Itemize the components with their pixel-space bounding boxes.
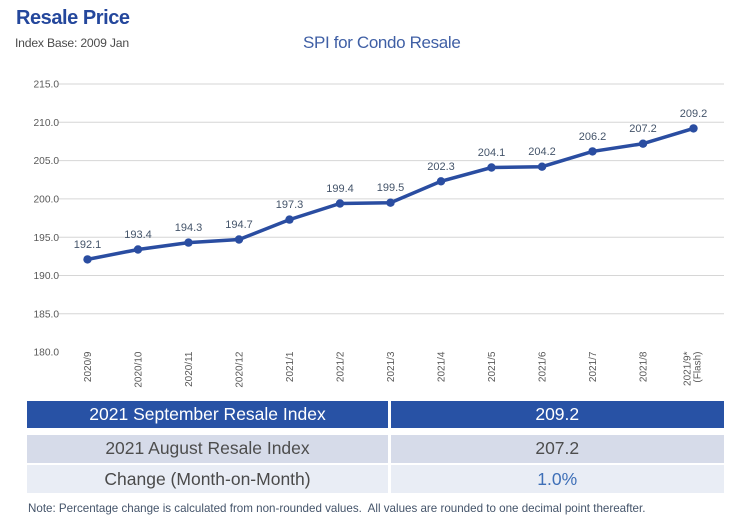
svg-text:206.2: 206.2: [579, 131, 607, 143]
svg-text:205.0: 205.0: [34, 156, 60, 167]
svg-text:2021/4: 2021/4: [437, 351, 448, 382]
svg-text:207.2: 207.2: [629, 123, 657, 135]
svg-text:2021/9*: 2021/9*: [683, 351, 694, 386]
svg-text:215.0: 215.0: [34, 80, 60, 91]
svg-text:192.1: 192.1: [74, 239, 102, 251]
svg-text:204.1: 204.1: [478, 147, 506, 159]
svg-text:199.5: 199.5: [377, 182, 405, 194]
svg-text:2021/1: 2021/1: [285, 351, 296, 382]
svg-text:199.4: 199.4: [326, 183, 354, 195]
svg-text:194.7: 194.7: [225, 219, 253, 231]
svg-text:2020/12: 2020/12: [235, 351, 246, 388]
svg-text:190.0: 190.0: [34, 271, 60, 282]
svg-text:2020/11: 2020/11: [184, 351, 195, 387]
svg-text:195.0: 195.0: [34, 233, 60, 244]
svg-text:2020/9: 2020/9: [83, 351, 94, 382]
svg-text:185.0: 185.0: [34, 309, 60, 320]
svg-text:2021/6: 2021/6: [538, 351, 549, 382]
svg-text:193.4: 193.4: [124, 229, 152, 241]
svg-text:2021/7: 2021/7: [588, 351, 599, 382]
svg-text:200.0: 200.0: [34, 195, 60, 206]
svg-text:210.0: 210.0: [34, 118, 60, 129]
svg-text:209.2: 209.2: [680, 108, 708, 120]
svg-text:2021/8: 2021/8: [639, 351, 650, 382]
svg-text:180.0: 180.0: [34, 348, 60, 359]
svg-text:202.3: 202.3: [427, 161, 455, 173]
svg-text:2021/2: 2021/2: [336, 351, 347, 382]
svg-text:2021/5: 2021/5: [487, 351, 498, 382]
svg-text:2020/10: 2020/10: [134, 351, 145, 388]
svg-text:197.3: 197.3: [276, 199, 304, 211]
svg-text:204.2: 204.2: [528, 146, 556, 158]
svg-text:2021/3: 2021/3: [386, 351, 397, 382]
svg-text:(Flash): (Flash): [693, 352, 704, 383]
svg-text:194.3: 194.3: [175, 222, 203, 234]
